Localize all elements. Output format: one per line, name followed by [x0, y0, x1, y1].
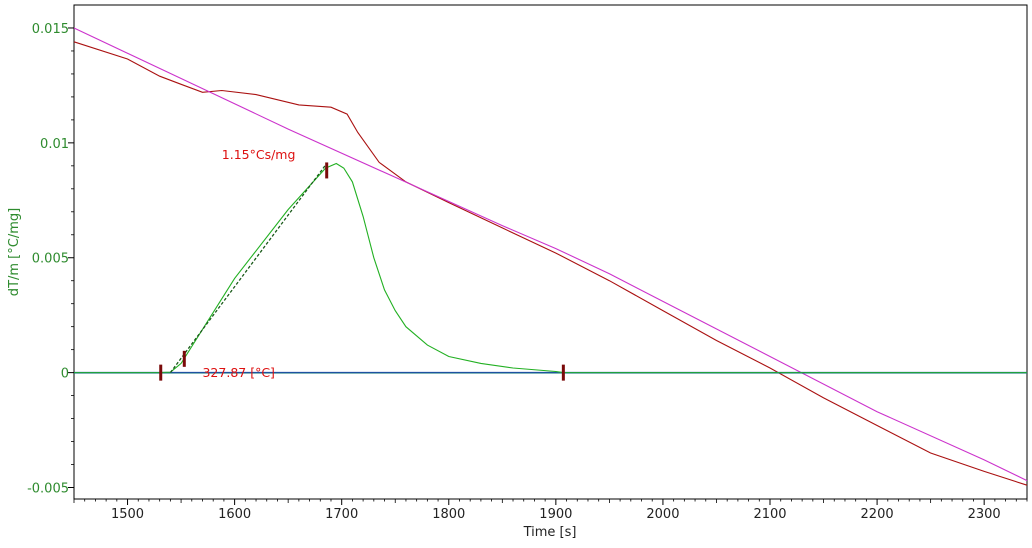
annotation-label: 327.87 [°C]: [202, 365, 274, 380]
x-tick-label: 1500: [111, 507, 144, 522]
y-axis-label: dT/m [°C/mg]: [7, 208, 22, 296]
x-tick-label: 1900: [539, 507, 572, 522]
y-tick-label: 0.01: [40, 137, 69, 152]
y-tick-label: 0: [61, 367, 69, 382]
tangent-line: [169, 163, 328, 373]
x-tick-label: 1700: [325, 507, 358, 522]
x-tick-label: 1800: [432, 507, 465, 522]
x-tick-label: 2200: [861, 507, 894, 522]
reference-curve: [73, 27, 1028, 482]
annotation-label: 1.15°Cs/mg: [222, 147, 296, 162]
x-tick-label: 2100: [753, 507, 786, 522]
x-tick-label: 2300: [968, 507, 1001, 522]
y-tick-label: -0.005: [27, 482, 69, 497]
x-tick-label: 2000: [646, 507, 679, 522]
x-axis: 1500 1600 1700 1800 1900 2000 2100 2200 2300: [73, 499, 1028, 522]
x-tick-label: 1600: [218, 507, 251, 522]
y-axis: 0.015 0.01 0.005 0 -0.005: [27, 22, 74, 497]
dsc-peak-curve: [74, 162, 1027, 374]
plot-area: [73, 4, 1028, 500]
x-axis-label: Time [s]: [523, 525, 577, 540]
annotation-layer: 1.15°Cs/mg 327.87 [°C]: [202, 147, 295, 380]
y-tick-label: 0.015: [32, 22, 69, 37]
y-tick-label: 0.005: [32, 252, 69, 267]
marker-layer: [159, 162, 565, 381]
series-layer: [73, 27, 1028, 486]
